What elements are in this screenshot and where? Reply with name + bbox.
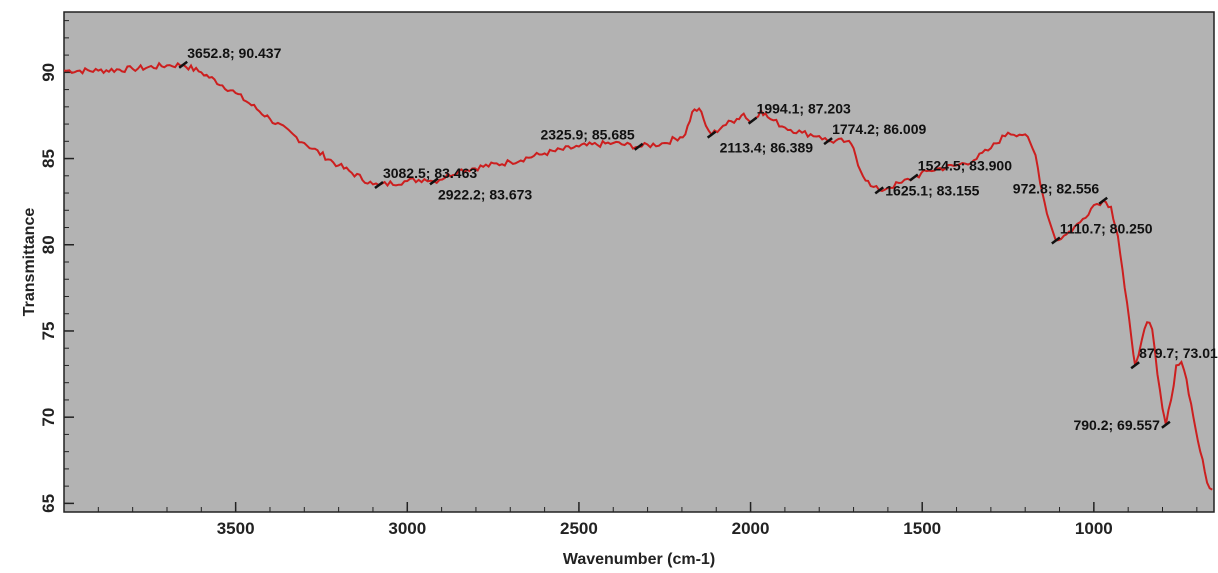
annotation-label: 2325.9; 85.685 xyxy=(540,127,634,143)
y-tick-label: 75 xyxy=(39,322,58,341)
x-tick-label: 2000 xyxy=(732,519,770,538)
annotation-label: 879.7; 73.013 xyxy=(1139,345,1218,361)
annotation-marker xyxy=(429,177,439,186)
y-tick-label: 65 xyxy=(39,494,58,513)
annotation-label: 1774.2; 86.009 xyxy=(832,121,926,137)
annotation-marker xyxy=(706,130,717,139)
x-tick-label: 3500 xyxy=(217,519,255,538)
annotation-label: 790.2; 69.557 xyxy=(1073,417,1160,433)
annotation-label: 1524.5; 83.900 xyxy=(918,158,1012,174)
annotation-marker xyxy=(1098,196,1108,205)
annotation-marker xyxy=(909,173,919,182)
y-tick-label: 85 xyxy=(39,149,58,168)
x-tick-label: 2500 xyxy=(560,519,598,538)
y-tick-label: 70 xyxy=(39,408,58,427)
x-axis: 3500 3000 2500 2000 1500 1000 xyxy=(97,502,1198,538)
y-tick-label: 90 xyxy=(39,63,58,82)
y-tick-label: 80 xyxy=(39,235,58,254)
annotation-label: 2113.4; 86.389 xyxy=(720,140,814,156)
annotation-marker xyxy=(374,181,384,190)
annotation-label: 3652.8; 90.437 xyxy=(187,45,281,61)
x-tick-label: 3000 xyxy=(388,519,426,538)
annotation-marker xyxy=(1161,420,1171,429)
x-tick-label: 1000 xyxy=(1075,519,1113,538)
annotation-label: 1994.1; 87.203 xyxy=(757,101,851,117)
annotation-label: 2922.2; 83.673 xyxy=(438,186,532,202)
x-tick-label: 1500 xyxy=(903,519,941,538)
annotation-label: 972.8; 82.556 xyxy=(1013,181,1100,197)
peak-annotations: 3652.8; 90.437 3082.5; 83.463 2922.2; 83.6… xyxy=(178,45,1218,433)
annotation-marker xyxy=(1130,361,1140,370)
y-axis: 65 70 75 80 85 90 xyxy=(39,20,74,513)
plot-background xyxy=(63,11,1215,513)
annotation-marker xyxy=(747,116,758,125)
annotation-marker xyxy=(633,142,644,151)
annotation-label: 1110.7; 80.250 xyxy=(1060,220,1153,236)
annotation-marker xyxy=(823,137,833,146)
spectrum-line xyxy=(63,61,1213,491)
annotation-marker xyxy=(874,186,885,195)
annotation-marker xyxy=(1051,236,1061,245)
annotation-label: 1625.1; 83.155 xyxy=(885,182,979,198)
x-axis-title: Wavenumber (cm-1) xyxy=(563,551,715,568)
annotation-label: 3082.5; 83.463 xyxy=(383,165,477,181)
y-axis-title: Transmittance xyxy=(21,208,38,317)
annotation-marker xyxy=(178,60,188,69)
